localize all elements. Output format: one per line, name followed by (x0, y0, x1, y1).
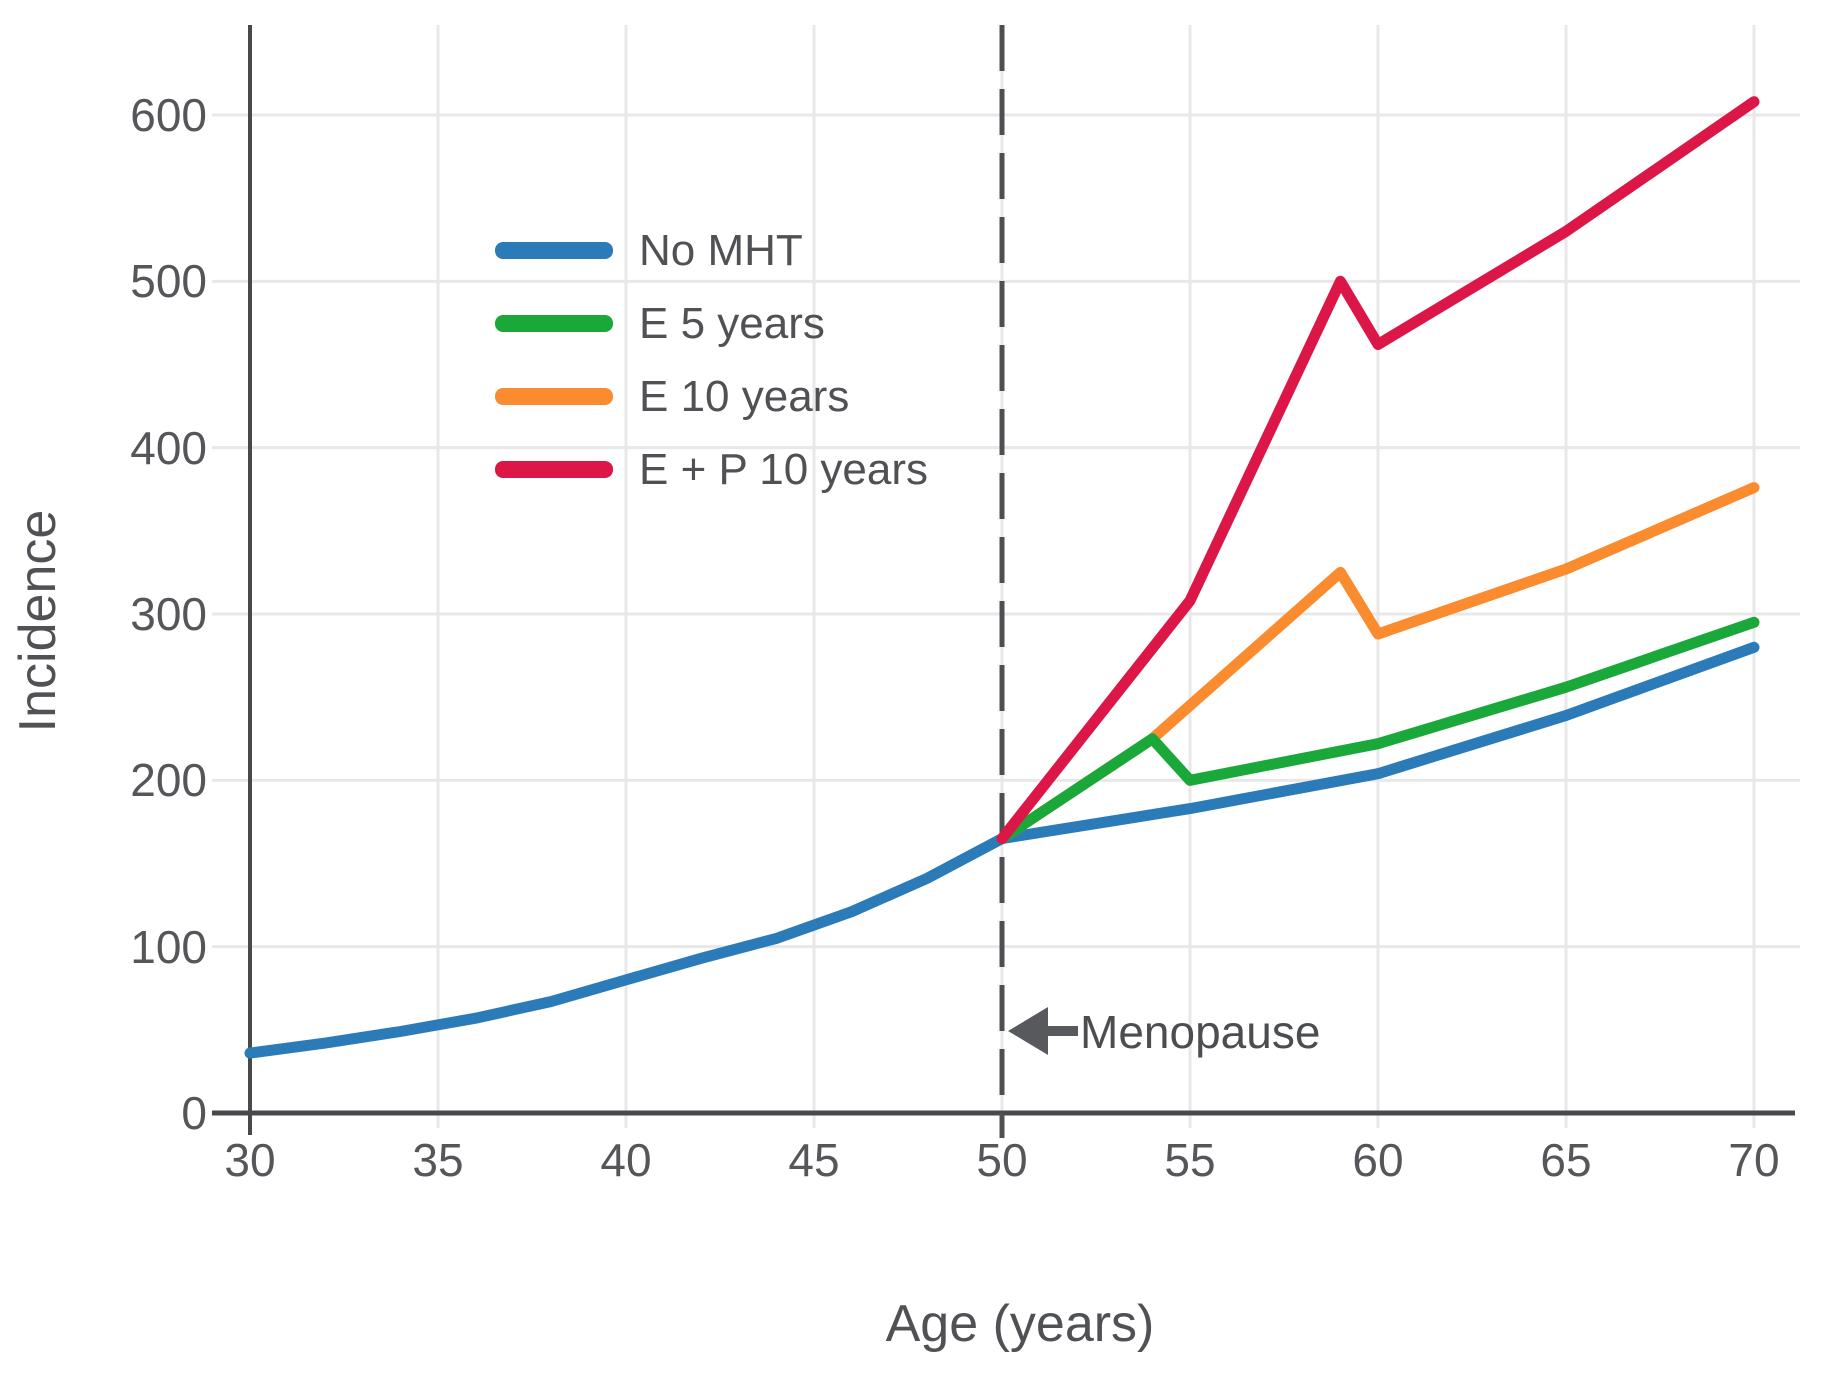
legend-swatch-ep10 (495, 461, 613, 478)
x-tick-label: 40 (600, 1134, 652, 1186)
x-tick-label: 30 (224, 1134, 276, 1186)
x-tick-label: 60 (1352, 1134, 1404, 1186)
legend-item-e10: E 10 years (495, 360, 928, 433)
x-tick-label: 45 (788, 1134, 840, 1186)
y-axis-title: Incidence (9, 509, 67, 733)
legend-item-e5: E 5 years (495, 287, 928, 360)
legend: No MHT E 5 years E 10 years E + P 10 yea… (495, 214, 928, 506)
y-tick-label: 200 (130, 754, 207, 807)
left-arrow-icon (1008, 1007, 1078, 1055)
y-tick-label: 600 (130, 89, 207, 141)
x-tick-label: 65 (1540, 1134, 1592, 1186)
y-tick-label: 0 (181, 1087, 207, 1139)
series-line-e-5-years (996, 616, 1760, 845)
legend-item-ep10: E + P 10 years (495, 433, 928, 506)
series-lines (244, 96, 1760, 1059)
legend-label: No MHT (639, 225, 803, 275)
legend-label: E + P 10 years (639, 444, 929, 494)
y-tick-label: 100 (130, 920, 207, 973)
legend-label: E 10 years (639, 371, 850, 421)
x-tick-label: 35 (412, 1134, 464, 1186)
y-tick-label: 400 (130, 421, 207, 474)
x-tick-label: 55 (1164, 1134, 1216, 1186)
x-axis-title: Age (years) (885, 1295, 1155, 1353)
gridlines (212, 25, 1800, 1128)
legend-swatch-e10 (495, 388, 613, 405)
series-line-no-mht (244, 641, 1760, 1059)
legend-swatch-no-mht (495, 242, 613, 259)
y-tick-label: 500 (130, 255, 207, 308)
y-tick-label: 300 (130, 588, 207, 640)
series-line-e-p-10-years (996, 96, 1760, 845)
x-tick-label: 70 (1728, 1134, 1780, 1186)
legend-swatch-e5 (495, 315, 613, 332)
x-tick-label: 50 (976, 1134, 1028, 1186)
legend-label: E 5 years (639, 298, 825, 348)
legend-item-no-mht: No MHT (495, 214, 928, 287)
menopause-annotation: Menopause (1080, 1006, 1321, 1058)
